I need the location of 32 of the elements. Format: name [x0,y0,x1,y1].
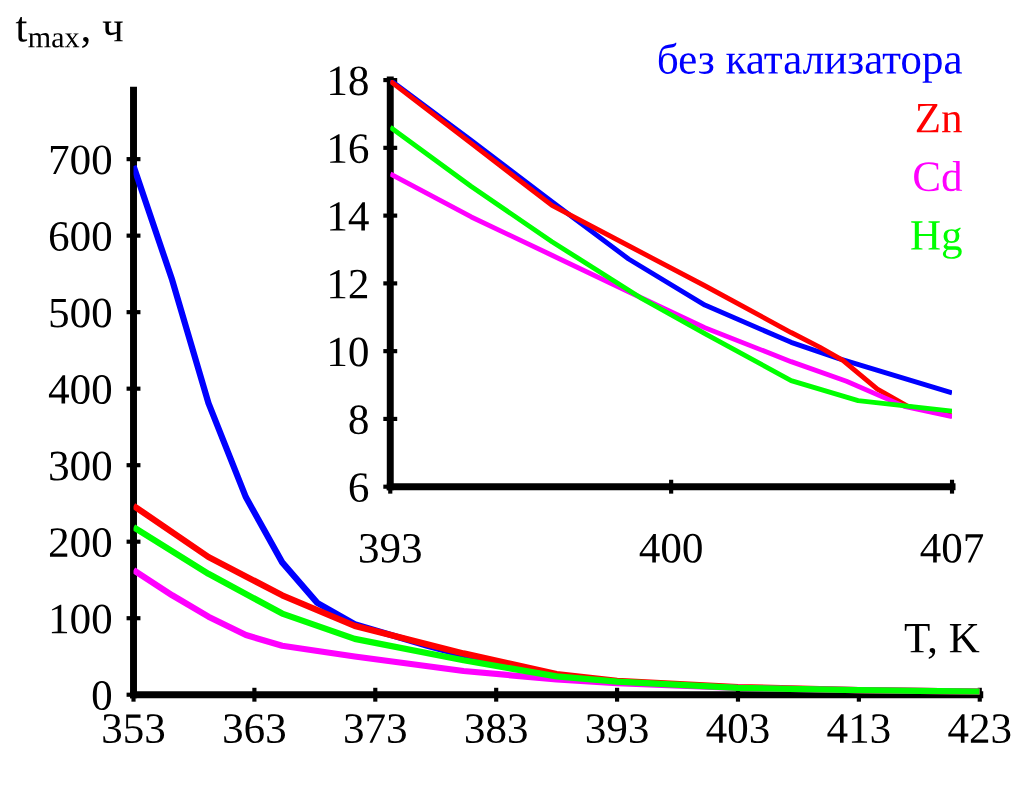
x-tick-label: 363 [224,714,286,744]
y-tick-label: 700 [50,145,112,175]
y-tick-label: 14 [330,202,369,231]
y-tick-label: 500 [50,298,112,328]
y-tick-label: 16 [330,134,369,164]
x-tick-label: 393 [360,533,421,563]
x-tick-label: 407 [920,533,984,563]
y-tick-label: 200 [49,528,112,558]
text: Zn [916,103,962,133]
y-tick-label: 10 [330,337,368,367]
x-tick-label: 353 [103,714,165,744]
x-tick-label: 423 [948,714,1011,744]
x-tick-label: 400 [639,533,702,563]
x-tick-label: 373 [345,714,406,744]
x-tick-label: 383 [465,714,527,744]
y-tick-label: 0 [92,681,112,711]
x-tick-label: 403 [706,714,769,744]
y-axis-title: t$_{max}$, ч [15,17,123,48]
x-tick-label: 393 [586,714,648,744]
y-tick-label: 18 [330,66,368,96]
y-tick-label: 300 [50,451,112,481]
y-tick-label: 12 [330,269,368,299]
y-tick-label: 400 [48,374,112,405]
y-tick-label: 6 [349,473,369,503]
text: Hg [911,221,962,259]
x-tick-label: 413 [827,714,890,744]
text: Cd [914,160,963,192]
text: без катализатора [658,42,962,83]
y-tick-label: 8 [349,405,368,435]
y-tick-label: 100 [51,604,112,634]
x-axis-title: T, K [904,624,980,659]
y-tick-label: 600 [49,221,112,252]
